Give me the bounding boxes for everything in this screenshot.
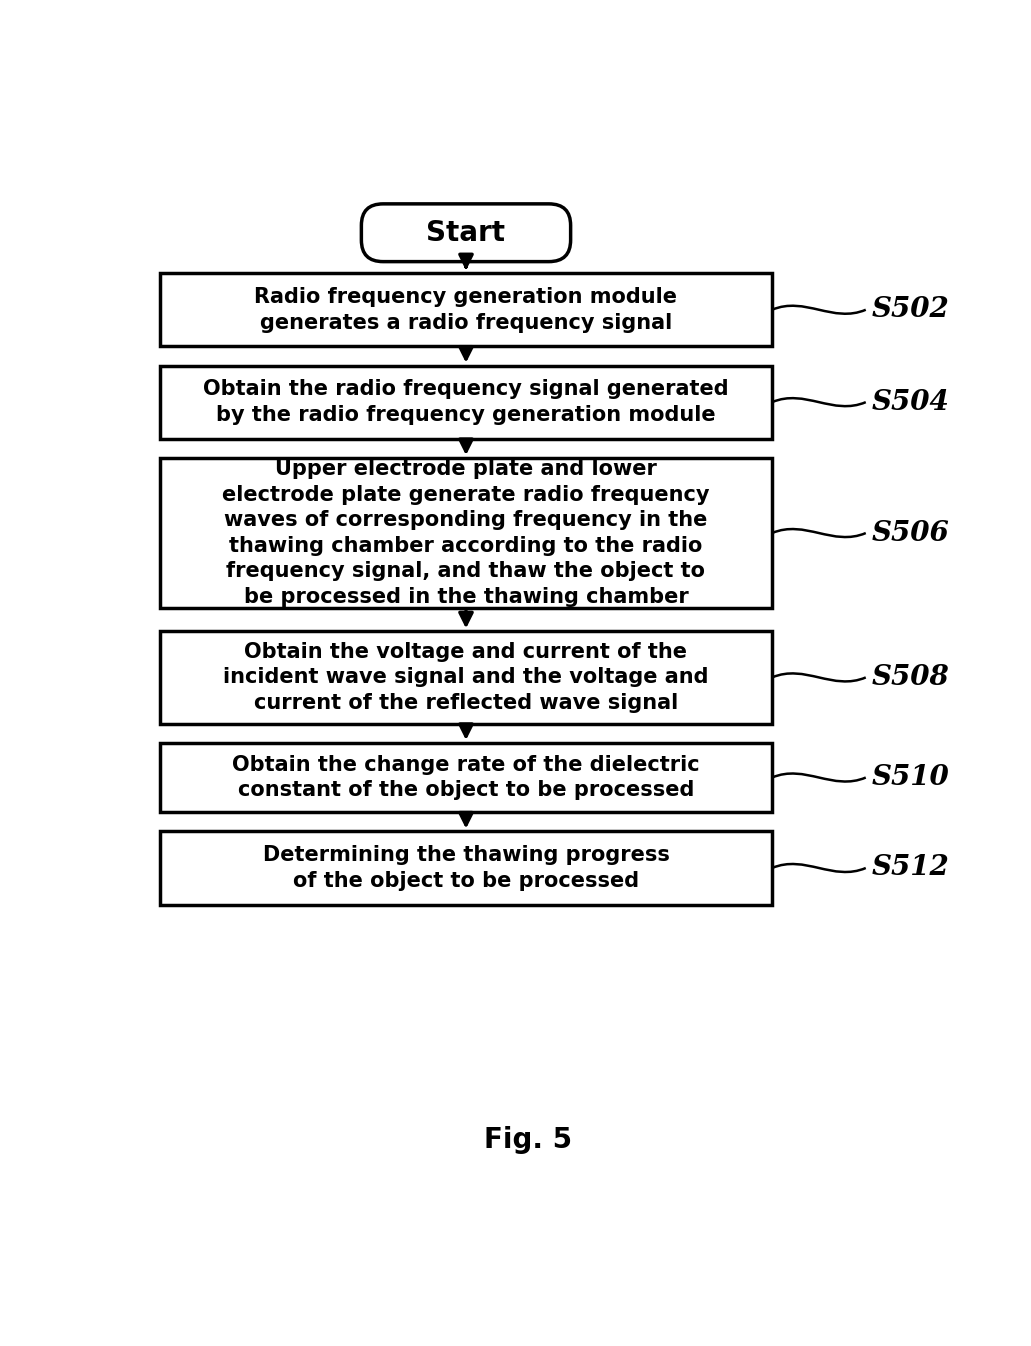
Text: S502: S502 (872, 296, 950, 323)
Text: Obtain the voltage and current of the
incident wave signal and the voltage and
c: Obtain the voltage and current of the in… (224, 642, 708, 713)
Bar (160, 366, 772, 439)
Text: S508: S508 (872, 664, 950, 690)
Bar (160, 743, 772, 812)
Text: S510: S510 (872, 765, 950, 791)
FancyBboxPatch shape (362, 203, 570, 261)
Bar (160, 832, 772, 905)
Text: Radio frequency generation module
generates a radio frequency signal: Radio frequency generation module genera… (255, 287, 677, 332)
Text: Determining the thawing progress
of the object to be processed: Determining the thawing progress of the … (263, 845, 669, 891)
Text: S512: S512 (872, 855, 950, 882)
Text: Obtain the change rate of the dielectric
constant of the object to be processed: Obtain the change rate of the dielectric… (232, 755, 700, 801)
Text: S506: S506 (872, 520, 950, 546)
Bar (160, 631, 772, 724)
Text: S504: S504 (872, 389, 950, 416)
Text: Obtain the radio frequency signal generated
by the radio frequency generation mo: Obtain the radio frequency signal genera… (203, 380, 729, 425)
Text: Start: Start (427, 219, 505, 246)
Text: Upper electrode plate and lower
electrode plate generate radio frequency
waves o: Upper electrode plate and lower electrod… (223, 459, 709, 607)
Text: Fig. 5: Fig. 5 (485, 1127, 572, 1154)
Bar (160, 458, 772, 608)
Bar (160, 273, 772, 346)
